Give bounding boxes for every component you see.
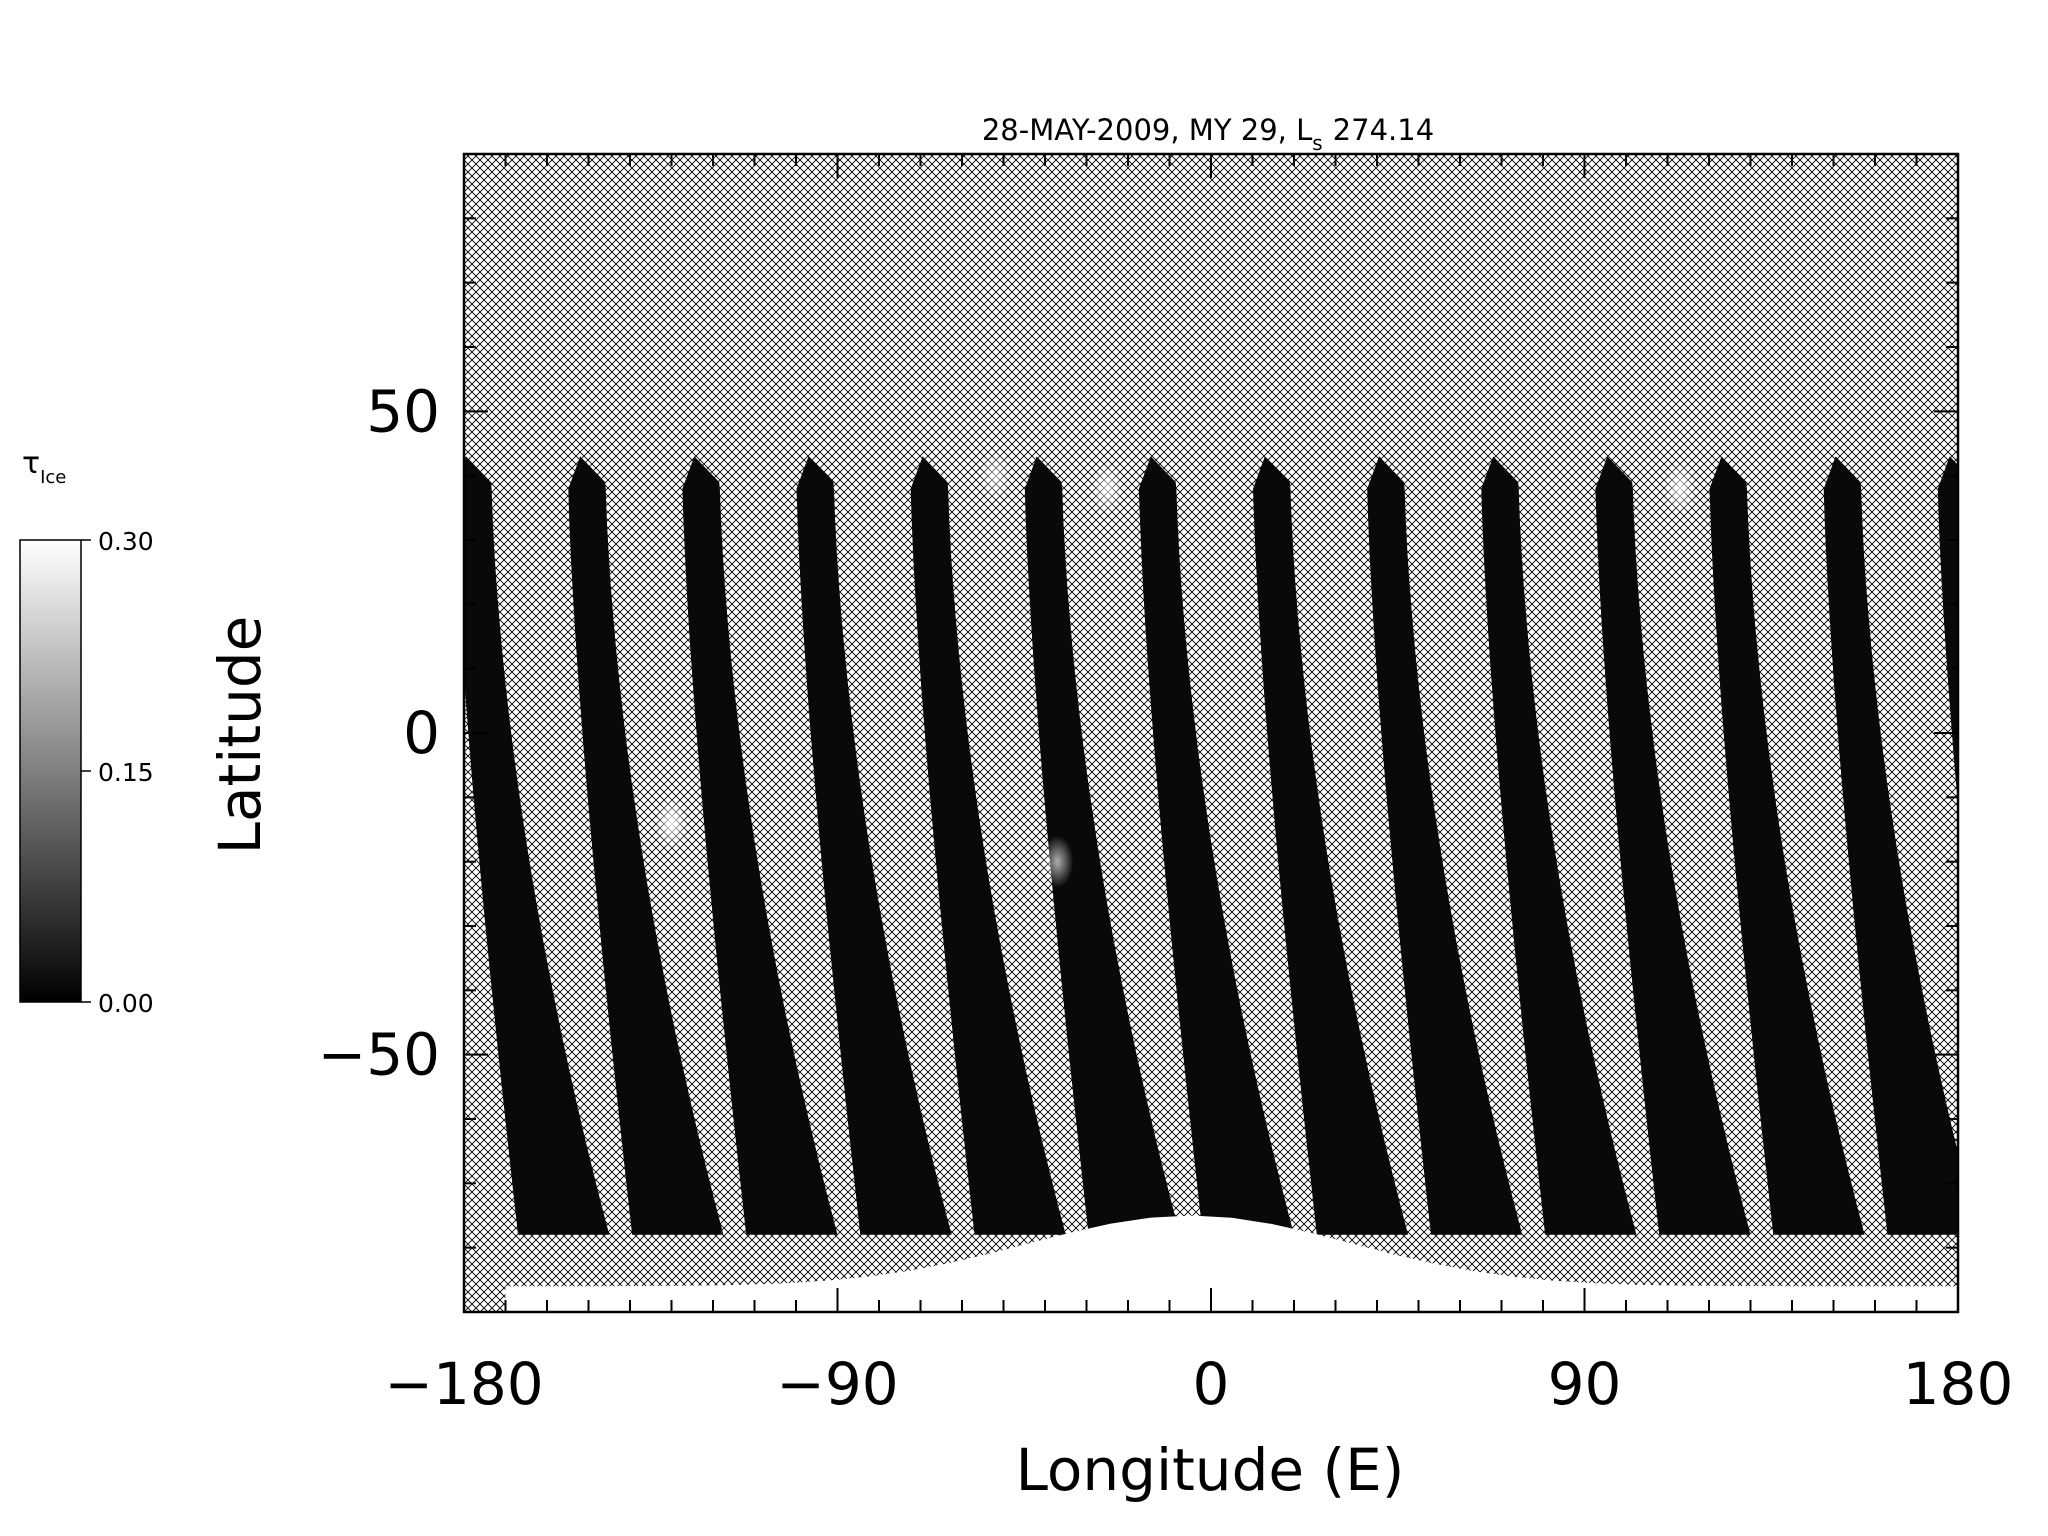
colorbar-tick-label: 0.15 — [98, 758, 154, 787]
y-axis-label: Latitude — [206, 616, 274, 855]
x-axis-label: Longitude (E) — [1016, 1436, 1405, 1504]
y-tick-label: 0 — [403, 699, 440, 767]
y-tick-label: −50 — [318, 1021, 440, 1089]
swath — [464, 456, 610, 1235]
x-tick-labels: −180 −90 0 90 180 — [384, 1350, 2013, 1418]
swath — [1367, 456, 1523, 1235]
polar-cap-group — [505, 1215, 1958, 1312]
swath — [1024, 456, 1180, 1235]
swath — [1823, 456, 1958, 1235]
colorbar: τIce 0.00 0.15 0.30 — [19, 446, 154, 1018]
colorbar-tick-label: 0.00 — [98, 989, 154, 1018]
colorbar-subscript: Ice — [40, 467, 66, 488]
colorbar-label: τIce — [22, 446, 66, 488]
swath — [1709, 456, 1865, 1235]
polar-cap — [505, 1215, 1958, 1312]
colorbar-gradient — [19, 539, 82, 1003]
colorbar-symbol: τ — [22, 446, 40, 481]
colorbar-ticks — [81, 539, 91, 1003]
plot-area — [464, 154, 1958, 1312]
swath — [910, 456, 1066, 1235]
swath — [682, 456, 838, 1235]
bright-feature — [1041, 835, 1074, 888]
colorbar-tick-label: 0.30 — [98, 527, 154, 556]
tick-group — [463, 153, 1959, 1313]
swath-group — [464, 456, 1958, 1235]
x-tick-label: 90 — [1548, 1350, 1622, 1418]
swath — [796, 456, 952, 1235]
x-tick-label: −90 — [776, 1350, 898, 1418]
swath — [1253, 456, 1409, 1235]
x-tick-label: 0 — [1193, 1350, 1230, 1418]
bright-feature-group — [655, 449, 1696, 888]
title-value: 274.14 — [1333, 113, 1434, 147]
swath — [1937, 456, 1958, 807]
y-tick-labels: 50 0 −50 — [318, 377, 440, 1088]
bright-feature — [1663, 462, 1696, 515]
bright-feature — [1091, 462, 1124, 515]
chart-title: 28-MAY-2009, MY 29, Ls 274.14 — [982, 113, 1434, 155]
swath — [568, 456, 724, 1235]
swath — [1481, 456, 1637, 1235]
bright-feature — [979, 449, 1012, 502]
x-tick-label: 180 — [1903, 1350, 2014, 1418]
swath — [1595, 456, 1751, 1235]
swath — [1138, 456, 1294, 1235]
bright-feature — [655, 797, 688, 850]
title-main: 28-MAY-2009, MY 29, L — [982, 113, 1312, 147]
x-tick-label: −180 — [384, 1350, 543, 1418]
title-subscript: s — [1312, 131, 1322, 155]
y-tick-label: 50 — [366, 377, 440, 445]
